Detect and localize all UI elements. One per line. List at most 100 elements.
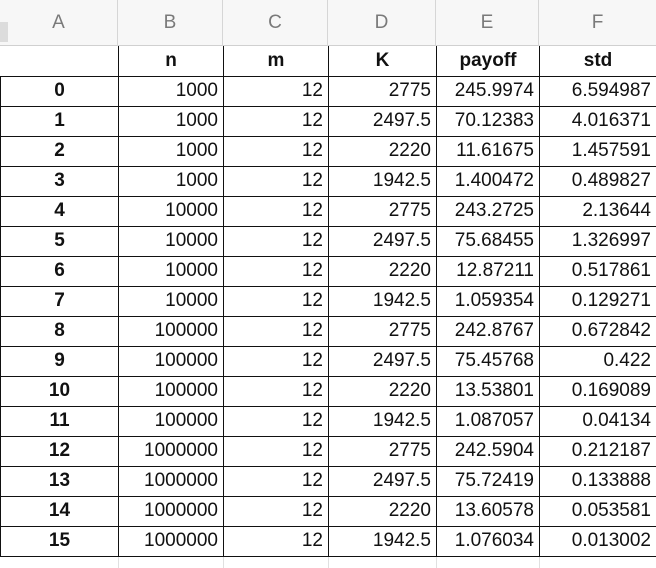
column-header-a[interactable]: A [0,0,118,46]
row-index-cell[interactable]: 4 [0,196,119,227]
row-index-cell[interactable]: 14 [0,496,119,527]
cell-n[interactable]: 100000 [118,406,224,437]
cell-payoff[interactable]: 13.53801 [436,376,540,407]
row-index-cell[interactable]: 11 [0,406,119,437]
cell-m[interactable]: 12 [223,286,329,317]
cell-payoff[interactable]: 242.8767 [436,316,540,347]
cell-n[interactable]: 100000 [118,316,224,347]
row-index-cell[interactable]: 2 [0,136,119,167]
cell-std[interactable]: 0.129271 [539,286,656,317]
empty-cell[interactable] [540,556,656,568]
cell-k[interactable]: 2220 [328,376,437,407]
cell-std[interactable]: 0.212187 [539,436,656,467]
column-header-d[interactable]: D [328,0,436,46]
header-cell-payoff[interactable]: payoff [436,46,540,77]
cell-k[interactable]: 1942.5 [328,286,437,317]
header-cell-std[interactable]: std [539,46,656,77]
cell-k[interactable]: 2497.5 [328,346,437,377]
cell-m[interactable]: 12 [223,106,329,137]
cell-n[interactable]: 1000000 [118,526,224,557]
cell-payoff[interactable]: 75.68455 [436,226,540,257]
cell-std[interactable]: 1.457591 [539,136,656,167]
column-header-e[interactable]: E [436,0,539,46]
cell-n[interactable]: 1000 [118,106,224,137]
cell-k[interactable]: 1942.5 [328,526,437,557]
empty-cell[interactable] [118,556,224,568]
cell-payoff[interactable]: 1.400472 [436,166,540,197]
cell-payoff[interactable]: 1.059354 [436,286,540,317]
cell-m[interactable]: 12 [223,136,329,167]
header-cell-k[interactable]: K [328,46,437,77]
row-index-cell[interactable]: 8 [0,316,119,347]
row-index-cell[interactable]: 7 [0,286,119,317]
cell-std[interactable]: 0.672842 [539,316,656,347]
cell-std[interactable]: 0.517861 [539,256,656,287]
cell-std[interactable]: 0.04134 [539,406,656,437]
cell-std[interactable]: 0.422 [539,346,656,377]
cell-m[interactable]: 12 [223,196,329,227]
cell-n[interactable]: 10000 [118,286,224,317]
cell-n[interactable]: 1000000 [118,466,224,497]
cell-payoff[interactable]: 245.9974 [436,76,540,107]
cell-payoff[interactable]: 70.12383 [436,106,540,137]
column-header-b[interactable]: B [118,0,223,46]
cell-std[interactable]: 0.013002 [539,526,656,557]
cell-payoff[interactable]: 11.61675 [436,136,540,167]
cell-m[interactable]: 12 [223,526,329,557]
empty-cell[interactable] [328,556,437,568]
row-index-cell[interactable]: 13 [0,466,119,497]
cell-m[interactable]: 12 [223,466,329,497]
cell-k[interactable]: 2775 [328,196,437,227]
cell-k[interactable]: 2775 [328,436,437,467]
cell-m[interactable]: 12 [223,226,329,257]
cell-m[interactable]: 12 [223,436,329,467]
cell-n[interactable]: 1000 [118,136,224,167]
empty-cell[interactable] [436,556,540,568]
cell-m[interactable]: 12 [223,166,329,197]
cell-k[interactable]: 2220 [328,136,437,167]
cell-n[interactable]: 1000000 [118,496,224,527]
cell-n[interactable]: 10000 [118,196,224,227]
cell-n[interactable]: 10000 [118,226,224,257]
cell-m[interactable]: 12 [223,316,329,347]
cell-k[interactable]: 2220 [328,496,437,527]
column-header-c[interactable]: C [223,0,328,46]
cell-payoff[interactable]: 13.60578 [436,496,540,527]
cell-payoff[interactable]: 1.087057 [436,406,540,437]
cell-payoff[interactable]: 12.87211 [436,256,540,287]
cell-std[interactable]: 1.326997 [539,226,656,257]
row-index-cell[interactable]: 0 [0,76,119,107]
cell-std[interactable]: 2.13644 [539,196,656,227]
cell-k[interactable]: 2497.5 [328,106,437,137]
cell-k[interactable]: 2497.5 [328,466,437,497]
cell-n[interactable]: 10000 [118,256,224,287]
row-index-cell[interactable]: 5 [0,226,119,257]
cell-n[interactable]: 100000 [118,346,224,377]
cell-m[interactable]: 12 [223,496,329,527]
column-header-f[interactable]: F [591,12,604,33]
cell-k[interactable]: 2775 [328,76,437,107]
cell-payoff[interactable]: 75.45768 [436,346,540,377]
row-index-cell[interactable]: 15 [0,526,119,557]
cell-k[interactable]: 1942.5 [328,406,437,437]
cell-n[interactable]: 100000 [118,376,224,407]
cell-n[interactable]: 1000000 [118,436,224,467]
cell-std[interactable]: 6.594987 [539,76,656,107]
cell-payoff[interactable]: 242.5904 [436,436,540,467]
cell-n[interactable]: 1000 [118,76,224,107]
cell-std[interactable]: 0.053581 [539,496,656,527]
cell-payoff[interactable]: 1.076034 [436,526,540,557]
cell-m[interactable]: 12 [223,346,329,377]
row-index-cell[interactable]: 9 [0,346,119,377]
row-index-cell[interactable]: 12 [0,436,119,467]
row-index-cell[interactable]: 10 [0,376,119,407]
cell-k[interactable]: 2775 [328,316,437,347]
row-index-cell[interactable]: 6 [0,256,119,287]
cell-a1[interactable] [0,46,119,77]
cell-std[interactable]: 0.169089 [539,376,656,407]
cell-m[interactable]: 12 [223,376,329,407]
row-index-cell[interactable]: 3 [0,166,119,197]
cell-payoff[interactable]: 243.2725 [436,196,540,227]
empty-cell[interactable] [223,556,329,568]
cell-k[interactable]: 2220 [328,256,437,287]
